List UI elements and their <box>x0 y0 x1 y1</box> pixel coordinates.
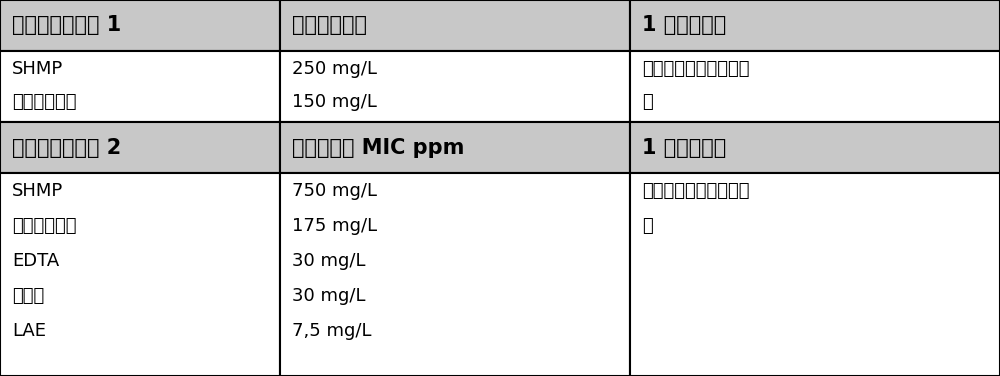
Text: LAE: LAE <box>12 322 46 340</box>
Text: 7,5 mg/L: 7,5 mg/L <box>292 322 372 340</box>
Bar <box>0 173 280 376</box>
Bar <box>0 122 280 173</box>
Bar <box>0 51 280 122</box>
Text: 没有可检测的微生物生: 没有可检测的微生物生 <box>642 182 750 200</box>
Text: 长: 长 <box>642 217 653 235</box>
Text: 175 mg/L: 175 mg/L <box>292 217 377 235</box>
Bar <box>630 51 1000 122</box>
Text: 30 mg/L: 30 mg/L <box>292 252 366 270</box>
Text: SHMP: SHMP <box>12 182 63 200</box>
Text: 活性成分混合物 2: 活性成分混合物 2 <box>12 138 121 158</box>
Text: 二碳酸二甲酯: 二碳酸二甲酯 <box>12 92 76 111</box>
Text: 肉桂酸: 肉桂酸 <box>12 287 44 305</box>
Bar <box>0 0 280 51</box>
Text: 长: 长 <box>642 92 653 111</box>
Bar <box>630 173 1000 376</box>
Bar <box>630 0 1000 51</box>
Text: 30 mg/L: 30 mg/L <box>292 287 366 305</box>
Bar <box>280 173 630 376</box>
Bar <box>280 0 630 51</box>
Text: SHMP: SHMP <box>12 60 63 78</box>
Bar <box>630 122 1000 173</box>
Text: 750 mg/L: 750 mg/L <box>292 182 377 200</box>
Text: 活性成分浓度: 活性成分浓度 <box>292 15 367 35</box>
Bar <box>280 51 630 122</box>
Text: 150 mg/L: 150 mg/L <box>292 92 377 111</box>
Text: 1 周后的结果: 1 周后的结果 <box>642 15 726 35</box>
Text: 1 周后的结果: 1 周后的结果 <box>642 138 726 158</box>
Text: 二碳酸二甲酯: 二碳酸二甲酯 <box>12 217 76 235</box>
Text: 一周之后的 MIC ppm: 一周之后的 MIC ppm <box>292 138 464 158</box>
Text: 250 mg/L: 250 mg/L <box>292 60 377 78</box>
Bar <box>280 122 630 173</box>
Text: 没有可检测的微生物生: 没有可检测的微生物生 <box>642 60 750 78</box>
Text: 活性成分混合物 1: 活性成分混合物 1 <box>12 15 121 35</box>
Text: EDTA: EDTA <box>12 252 59 270</box>
